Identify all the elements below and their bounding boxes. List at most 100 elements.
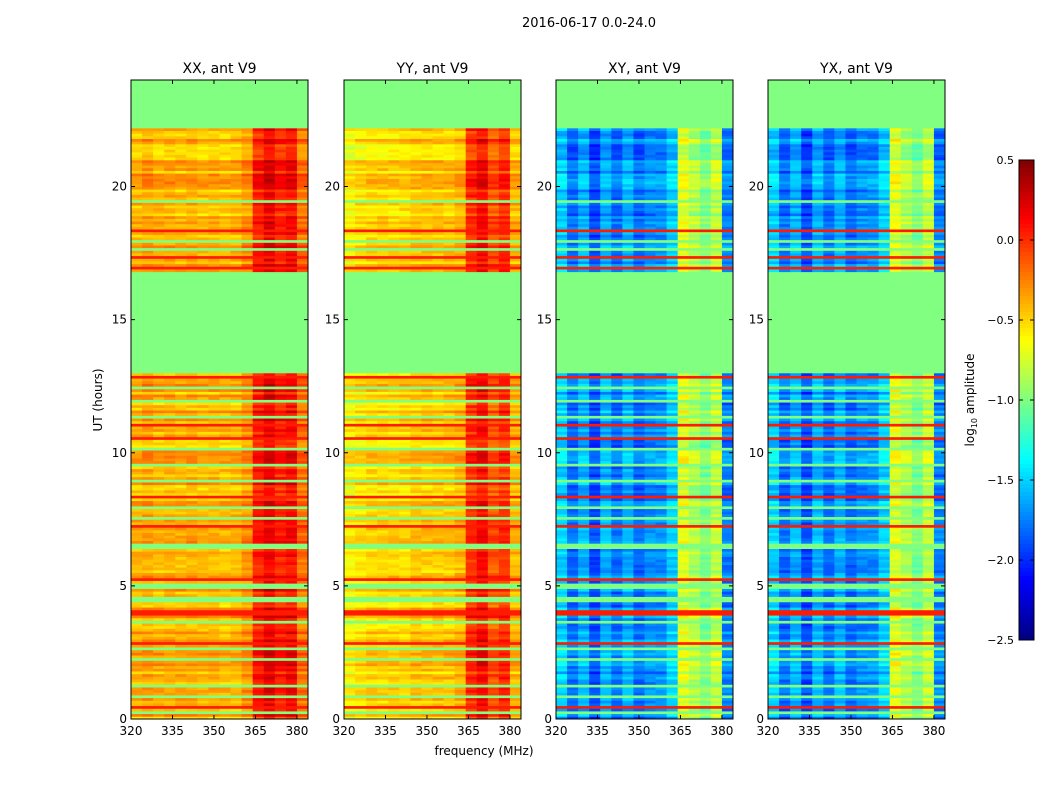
heatmap-cell bbox=[242, 202, 253, 205]
heatmap-cell bbox=[286, 455, 297, 458]
heatmap-cell bbox=[186, 250, 197, 253]
heatmap-cell bbox=[477, 501, 488, 504]
heatmap-cell bbox=[197, 535, 208, 538]
heatmap-cell bbox=[186, 431, 197, 434]
heatmap-cell bbox=[242, 192, 253, 195]
heatmap-cell bbox=[231, 692, 242, 695]
heatmap-cell bbox=[231, 559, 242, 562]
heatmap-cell bbox=[297, 615, 308, 618]
heatmap-cell bbox=[153, 522, 164, 525]
heatmap-cell bbox=[175, 181, 186, 184]
heatmap-cell bbox=[499, 501, 510, 504]
heatmap-cell bbox=[399, 242, 410, 245]
heatmap-cell bbox=[433, 509, 444, 512]
heatmap-cell bbox=[488, 450, 499, 453]
heatmap-cell bbox=[499, 527, 510, 530]
heatmap-cell bbox=[231, 226, 242, 229]
heatmap-cell bbox=[231, 197, 242, 200]
heatmap-cell bbox=[488, 628, 499, 631]
heatmap-cell bbox=[344, 708, 355, 711]
heatmap-cell bbox=[466, 232, 477, 235]
heatmap-cell bbox=[264, 269, 275, 272]
heatmap-cell bbox=[142, 655, 153, 658]
heatmap-cell bbox=[186, 261, 197, 264]
heatmap-cell bbox=[510, 149, 521, 152]
heatmap-cell bbox=[466, 128, 477, 131]
heatmap-cell bbox=[488, 133, 499, 136]
heatmap-cell bbox=[164, 485, 175, 488]
heatmap-cell bbox=[344, 511, 355, 514]
heatmap-cell bbox=[444, 660, 455, 663]
heatmap-cell bbox=[466, 253, 477, 256]
heatmap-cell bbox=[477, 397, 488, 400]
heatmap-cell bbox=[499, 269, 510, 272]
heatmap-cell bbox=[499, 626, 510, 629]
heatmap-cell bbox=[253, 426, 264, 429]
heatmap-cell bbox=[220, 187, 231, 190]
heatmap-cell bbox=[275, 477, 286, 480]
heatmap-cell bbox=[477, 439, 488, 442]
heatmap-cell bbox=[153, 554, 164, 557]
heatmap-cell bbox=[344, 133, 355, 136]
heatmap-cell bbox=[366, 538, 377, 541]
heatmap-cell bbox=[186, 655, 197, 658]
heatmap-cell bbox=[186, 189, 197, 192]
heatmap-cell bbox=[153, 573, 164, 576]
heatmap-cell bbox=[477, 557, 488, 560]
heatmap-cell bbox=[477, 708, 488, 711]
heatmap-cell bbox=[344, 602, 355, 605]
heatmap-cell bbox=[433, 250, 444, 253]
heatmap-cell bbox=[164, 607, 175, 610]
heatmap-cell bbox=[510, 250, 521, 253]
heatmap-cell bbox=[297, 165, 308, 168]
heatmap-cell bbox=[175, 397, 186, 400]
heatmap-cell bbox=[131, 509, 142, 512]
heatmap-cell bbox=[433, 660, 444, 663]
heatmap-cell bbox=[264, 594, 275, 597]
heatmap-cell bbox=[242, 679, 253, 682]
heatmap-cell bbox=[399, 503, 410, 506]
heatmap-cell bbox=[455, 269, 466, 272]
heatmap-cell bbox=[455, 591, 466, 594]
heatmap-cell bbox=[388, 714, 399, 717]
heatmap-cell bbox=[220, 509, 231, 512]
heatmap-cell bbox=[186, 511, 197, 514]
heatmap-cell bbox=[466, 700, 477, 703]
heatmap-cell bbox=[355, 192, 366, 195]
heatmap-cell bbox=[366, 250, 377, 253]
heatmap-cell bbox=[421, 152, 432, 155]
heatmap-cell bbox=[377, 469, 388, 472]
heatmap-cell bbox=[344, 168, 355, 171]
heatmap-cell bbox=[344, 245, 355, 248]
heatmap-cell bbox=[433, 378, 444, 381]
heatmap-cell bbox=[399, 466, 410, 469]
heatmap-cell bbox=[421, 482, 432, 485]
heatmap-cell bbox=[410, 671, 421, 674]
heatmap-cell bbox=[477, 224, 488, 227]
heatmap-cell bbox=[142, 668, 153, 671]
heatmap-cell bbox=[344, 567, 355, 570]
heatmap-cell bbox=[444, 700, 455, 703]
heatmap-cell bbox=[377, 687, 388, 690]
heatmap-cell bbox=[286, 698, 297, 701]
heatmap-cell bbox=[253, 434, 264, 437]
heatmap-cell bbox=[264, 527, 275, 530]
heatmap-cell bbox=[444, 131, 455, 134]
heatmap-row-flagged bbox=[131, 344, 308, 347]
heatmap-cell bbox=[488, 429, 499, 432]
heatmap-cell bbox=[466, 147, 477, 150]
heatmap-cell bbox=[253, 714, 264, 717]
heatmap-cell bbox=[175, 615, 186, 618]
heatmap-cell bbox=[355, 469, 366, 472]
heatmap-cell bbox=[208, 224, 219, 227]
heatmap-cell bbox=[220, 615, 231, 618]
heatmap-cell bbox=[377, 450, 388, 453]
heatmap-cell bbox=[388, 261, 399, 264]
heatmap-cell bbox=[477, 442, 488, 445]
heatmap-cell bbox=[131, 490, 142, 493]
heatmap-cell bbox=[242, 392, 253, 395]
heatmap-cell bbox=[344, 626, 355, 629]
heatmap-cell bbox=[499, 226, 510, 229]
heatmap-cell bbox=[220, 131, 231, 134]
heatmap-cell bbox=[153, 487, 164, 490]
